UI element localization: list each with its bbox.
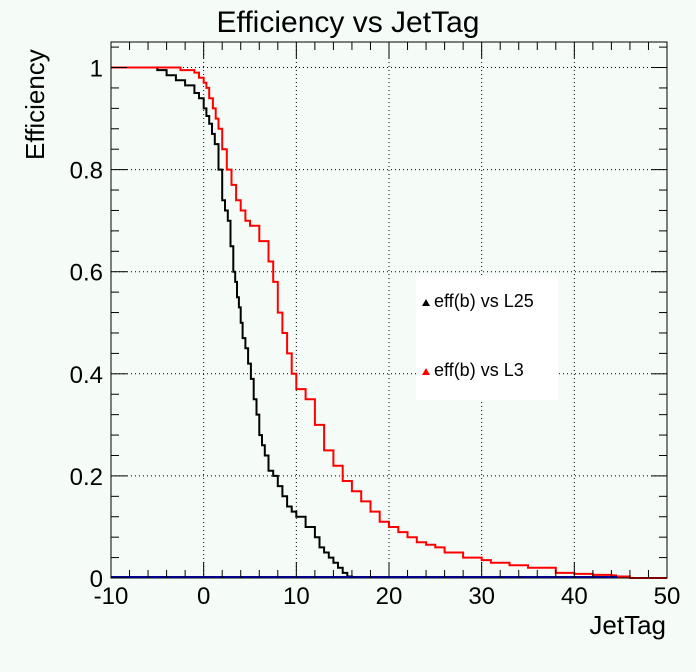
x-axis-title: JetTag xyxy=(589,610,666,640)
series-line xyxy=(111,66,667,579)
x-tick-label: 20 xyxy=(376,583,403,610)
legend-marker-triangle-icon xyxy=(422,299,430,306)
legend-marker-triangle-icon xyxy=(422,368,430,375)
legend: eff(b) vs L25 eff(b) vs L3 xyxy=(416,276,558,400)
y-axis-title: Efficiency xyxy=(20,49,50,160)
ticks xyxy=(110,42,668,579)
y-tick-label: 0.4 xyxy=(70,362,103,389)
legend-label: eff(b) vs L3 xyxy=(434,360,524,380)
x-tick-label: 10 xyxy=(283,583,310,610)
chart-title: Efficiency vs JetTag xyxy=(217,6,480,39)
y-tick-label: 1 xyxy=(90,56,103,83)
x-tick-label: 0 xyxy=(197,583,210,610)
y-tick-label: 0.8 xyxy=(70,158,103,185)
legend-entry: eff(b) vs L25 xyxy=(422,291,534,311)
series-line xyxy=(111,66,353,578)
legend-background xyxy=(416,276,558,400)
x-tick-label: 50 xyxy=(654,583,681,610)
x-tick-label: -10 xyxy=(94,583,129,610)
x-tick-label: 40 xyxy=(561,583,588,610)
y-tick-label: 0.2 xyxy=(70,464,103,491)
legend-entry: eff(b) vs L3 xyxy=(422,360,524,380)
y-tick-label: 0.6 xyxy=(70,260,103,287)
x-tick-label: 30 xyxy=(468,583,495,610)
y-tick-label: 0 xyxy=(90,566,103,593)
series-group xyxy=(111,66,667,579)
legend-label: eff(b) vs L25 xyxy=(434,291,534,311)
